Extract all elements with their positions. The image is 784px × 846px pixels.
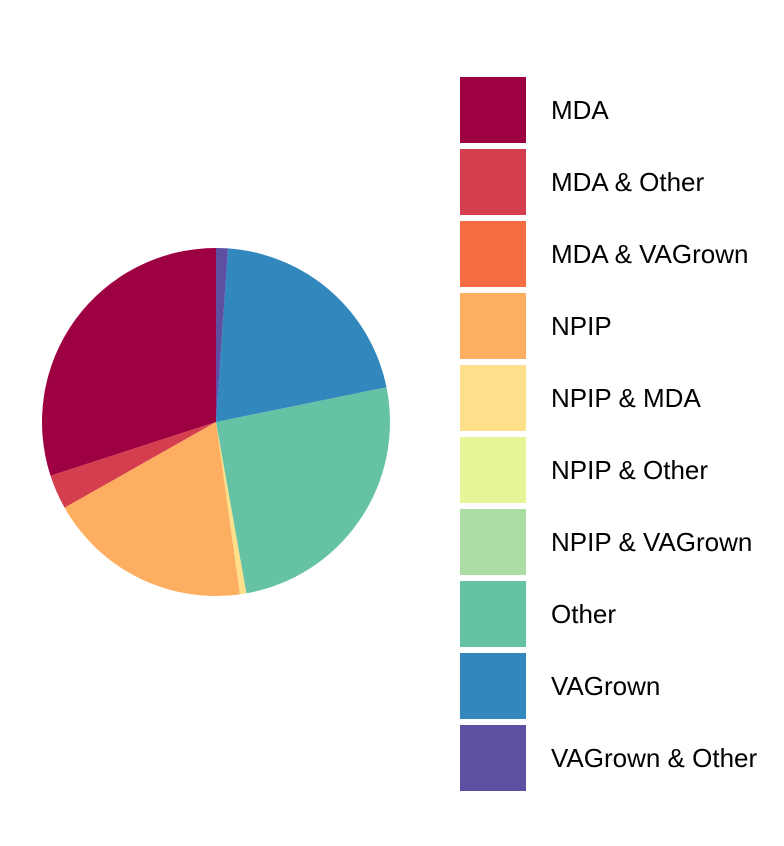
pie-slice-npip: [64, 422, 240, 596]
legend-key-mda-and-other: [460, 149, 526, 215]
pie-slice-npip-and-mda: [216, 422, 247, 595]
legend-key-mda-and-vagrown: [460, 221, 526, 287]
legend-key-npip: [460, 293, 526, 359]
legend-label-other: Other: [551, 599, 616, 629]
pie-slices: [42, 248, 390, 596]
legend-label-mda-and-other: MDA & Other: [551, 167, 704, 197]
legend-key-vagrown-and-other: [460, 725, 526, 791]
legend: MDA MDA & Other MDA & VAGrown NPIP NPIP & MD…: [460, 77, 757, 791]
legend-key-npip-and-other: [460, 437, 526, 503]
legend-label-vagrown: VAGrown: [551, 671, 660, 701]
pie-slice-mda-and-other: [50, 422, 216, 508]
legend-key-mda: [460, 77, 526, 143]
legend-key-other: [460, 581, 526, 647]
pie-slice-vagrown-and-other: [216, 248, 229, 422]
legend-key-npip-and-vagrown: [460, 509, 526, 575]
legend-key-vagrown: [460, 653, 526, 719]
pie-slice-other: [216, 387, 390, 594]
legend-key-npip-and-mda: [460, 365, 526, 431]
pie-slice-mda: [42, 248, 217, 476]
legend-label-vagrown-and-other: VAGrown & Other: [551, 743, 757, 773]
legend-label-npip-and-mda: NPIP & MDA: [551, 383, 701, 413]
pie-slice-vagrown: [216, 248, 387, 422]
legend-label-mda-and-vagrown: MDA & VAGrown: [551, 239, 748, 269]
legend-label-npip: NPIP: [551, 311, 612, 341]
legend-label-npip-and-vagrown: NPIP & VAGrown: [551, 527, 752, 557]
legend-label-mda: MDA: [551, 95, 609, 125]
legend-label-npip-and-other: NPIP & Other: [551, 455, 708, 485]
